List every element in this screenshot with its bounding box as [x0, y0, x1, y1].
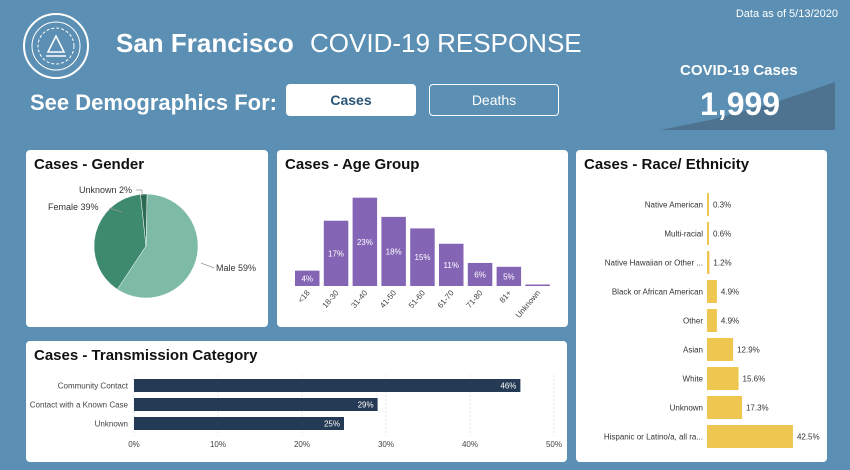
cases-button[interactable]: Cases: [286, 84, 416, 116]
race-bar-chart: Native American 0.3% Multi-racial 0.6% Nativ…: [604, 193, 820, 448]
pie-label-male: Male 59%: [216, 263, 256, 273]
age-tick-label: 71-80: [465, 288, 485, 310]
age-bar-41-50[interactable]: [381, 216, 406, 286]
age-bar-chart: 4% <18 17% 18-30 23% 31-40 18% 41-50 15% 51-60 11%…: [295, 197, 550, 320]
race-bar[interactable]: [707, 251, 710, 274]
data-date-label: Data as of 5/13/2020: [735, 8, 838, 20]
leader-line: [200, 262, 215, 269]
race-bar[interactable]: [707, 425, 793, 448]
pie-slice-male[interactable]: [116, 193, 199, 299]
x-tick-label: 10%: [210, 440, 226, 449]
race-category-label: Hispanic or Latino/a, all ra...: [604, 433, 703, 442]
race-value-label: 17.3%: [746, 404, 769, 413]
race-bar[interactable]: [707, 309, 717, 332]
race-value-label: 0.6%: [713, 230, 731, 239]
transmission-card: Cases - Transmission Category 0% 10% 20% 30…: [26, 341, 567, 462]
gender-pie-chart: Male 59% Female 39% Unknown 2%: [48, 185, 256, 299]
transmission-bar[interactable]: [134, 379, 521, 392]
kpi-value: 1,999: [700, 86, 781, 122]
age-tick-label: Unknown: [514, 289, 542, 320]
age-bar-18-30[interactable]: [323, 220, 349, 286]
age-tick-label: 81+: [498, 288, 514, 304]
transmission-value-label: 25%: [324, 420, 340, 429]
age-bar-31-40[interactable]: [352, 197, 378, 286]
pie-label-female: Female 39%: [48, 202, 99, 212]
age-bar-label: 23%: [357, 238, 373, 247]
age-tick-label: <18: [296, 288, 312, 305]
demographics-label: See Demographics For:: [30, 90, 277, 115]
race-value-label: 15.6%: [743, 375, 766, 384]
x-tick-label: 20%: [294, 440, 310, 449]
x-tick-label: 40%: [462, 440, 478, 449]
leader-line: [108, 207, 123, 213]
transmission-bar[interactable]: [134, 417, 344, 430]
age-bar-<18[interactable]: [295, 270, 320, 286]
kpi-label: COVID-19 Cases: [680, 62, 798, 79]
x-tick-label: 0%: [128, 440, 140, 449]
race-category-label: Unknown: [670, 404, 703, 413]
race-category-label: Other: [683, 317, 703, 326]
transmission-card-title: Cases - Transmission Category: [34, 347, 258, 364]
transmission-category-label: Unknown: [95, 420, 128, 429]
age-bar-51-60[interactable]: [410, 228, 435, 286]
race-value-label: 42.5%: [797, 433, 820, 442]
age-bar-label: 11%: [444, 261, 459, 270]
race-bar[interactable]: [707, 280, 717, 303]
race-category-label: Native American: [645, 201, 703, 210]
race-category-label: Multi-racial: [664, 230, 703, 239]
page-title: San Francisco: [116, 28, 294, 58]
pie-slice-female[interactable]: [93, 194, 147, 290]
race-category-label: Native Hawaiian or Other ...: [605, 259, 703, 268]
transmission-value-label: 46%: [500, 382, 516, 391]
gender-card-title: Cases - Gender: [34, 156, 145, 173]
transmission-bar[interactable]: [134, 398, 378, 411]
kpi-trend-sparkline: [660, 82, 835, 130]
age-tick-label: 51-60: [407, 288, 427, 310]
race-value-label: 12.9%: [737, 346, 760, 355]
transmission-category-label: Contact with a Known Case: [30, 401, 129, 410]
age-tick-label: 18-30: [321, 288, 341, 310]
transmission-bar-chart: 0% 10% 20% 30% 40% 50% Community Contact 46% Con…: [30, 375, 562, 449]
age-bar-label: 5%: [503, 272, 515, 281]
x-tick-label: 30%: [378, 440, 394, 449]
age-bar-label: 18%: [386, 247, 402, 256]
deaths-button[interactable]: Deaths: [429, 84, 559, 116]
x-tick-label: 50%: [546, 440, 562, 449]
race-value-label: 4.9%: [721, 288, 739, 297]
race-bar[interactable]: [707, 338, 734, 361]
race-card: Cases - Race/ Ethnicity Native American 0…: [576, 150, 827, 462]
age-bar-label: 15%: [414, 253, 430, 262]
race-bar[interactable]: [707, 222, 709, 245]
age-card-title: Cases - Age Group: [285, 156, 420, 173]
age-bar-71-80[interactable]: [467, 262, 493, 286]
race-bar[interactable]: [707, 367, 739, 390]
race-bar[interactable]: [707, 396, 742, 419]
age-bar-61-70[interactable]: [439, 243, 464, 286]
age-bar-Unknown[interactable]: [525, 284, 550, 287]
page-subtitle: COVID-19 RESPONSE: [310, 28, 582, 58]
age-tick-label: 31-40: [349, 288, 369, 310]
race-value-label: 0.3%: [713, 201, 731, 210]
transmission-category-label: Community Contact: [58, 382, 129, 391]
pie-slice-unknown[interactable]: [140, 193, 148, 247]
age-tick-label: 41-50: [378, 288, 398, 310]
city-seal-logo: [23, 13, 89, 79]
gender-card: Cases - Gender Male 59% Female 39% Unknown…: [26, 150, 268, 327]
race-value-label: 4.9%: [721, 317, 739, 326]
leader-line: [136, 189, 143, 196]
age-card: Cases - Age Group 4% <18 17% 18-30 23% 31-40 1…: [277, 150, 568, 327]
age-bar-81+[interactable]: [496, 266, 522, 286]
pie-label-unknown: Unknown 2%: [79, 185, 132, 195]
age-bar-label: 4%: [301, 274, 313, 283]
race-category-label: White: [683, 375, 704, 384]
race-card-title: Cases - Race/ Ethnicity: [584, 156, 750, 173]
race-bar[interactable]: [707, 193, 709, 216]
race-category-label: Black or African American: [612, 288, 703, 297]
transmission-value-label: 29%: [358, 401, 374, 410]
age-tick-label: 61-70: [436, 288, 456, 310]
age-bar-label: 6%: [474, 270, 486, 279]
race-value-label: 1.2%: [713, 259, 731, 268]
race-category-label: Asian: [683, 346, 703, 355]
age-bar-label: 17%: [328, 249, 344, 258]
